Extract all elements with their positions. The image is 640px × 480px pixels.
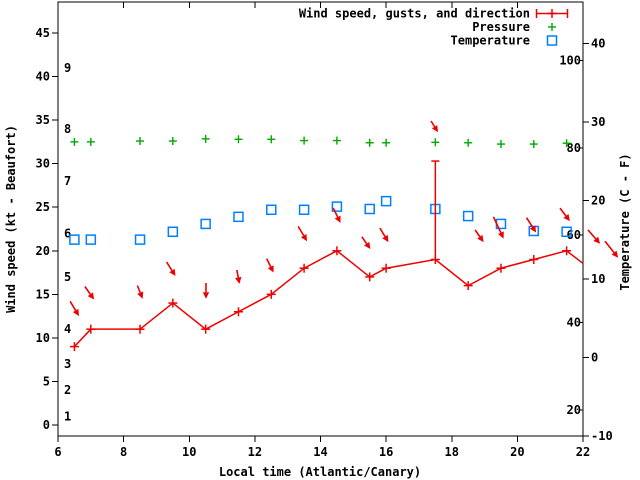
svg-text:40: 40: [567, 316, 581, 330]
svg-text:22: 22: [576, 445, 590, 459]
pressure-series: [70, 134, 571, 149]
svg-text:6: 6: [54, 445, 61, 459]
svg-text:60: 60: [567, 228, 581, 242]
svg-text:35: 35: [36, 113, 50, 127]
svg-text:1: 1: [64, 409, 71, 423]
svg-text:30: 30: [591, 115, 605, 129]
svg-text:14: 14: [313, 445, 327, 459]
wind-direction-arrows: [69, 120, 619, 317]
svg-text:10: 10: [182, 445, 196, 459]
svg-text:10: 10: [36, 331, 50, 345]
axis-frame: 6 8 10 12 14 16 18 20 22051015202530354045403020…: [36, 1, 613, 459]
svg-text:10: 10: [591, 272, 605, 286]
svg-text:0: 0: [591, 350, 598, 364]
svg-text:8: 8: [64, 122, 71, 136]
svg-text:80: 80: [567, 141, 581, 155]
svg-text:20: 20: [36, 244, 50, 258]
svg-text:6: 6: [64, 226, 71, 240]
right-axis-title: Temperature (C - F): [618, 153, 632, 290]
legend-entry-wind: Wind speed, gusts, and direction: [299, 7, 530, 21]
legend-samples: [535, 9, 569, 46]
svg-text:7: 7: [64, 174, 71, 188]
svg-text:12: 12: [248, 445, 262, 459]
svg-text:16: 16: [379, 445, 393, 459]
svg-text:5: 5: [43, 374, 50, 388]
svg-text:18: 18: [445, 445, 459, 459]
legend-entry-temperature: Temperature: [451, 34, 530, 48]
svg-text:9: 9: [64, 61, 71, 75]
svg-text:2: 2: [64, 383, 71, 397]
svg-text:4: 4: [64, 322, 71, 336]
svg-text:-10: -10: [591, 429, 613, 443]
wind-series: [69, 160, 584, 352]
svg-text:100: 100: [559, 54, 581, 68]
left-axis-title: Wind speed (kt - Beaufort): [4, 125, 18, 313]
svg-text:0: 0: [43, 418, 50, 432]
svg-text:25: 25: [36, 200, 50, 214]
svg-text:30: 30: [36, 157, 50, 171]
svg-text:40: 40: [36, 70, 50, 84]
legend-entry-pressure: Pressure: [472, 20, 530, 34]
svg-text:20: 20: [510, 445, 524, 459]
x-axis-title: Local time (Atlantic/Canary): [219, 465, 421, 479]
svg-text:45: 45: [36, 26, 50, 40]
svg-text:3: 3: [64, 357, 71, 371]
svg-text:5: 5: [64, 270, 71, 284]
svg-text:40: 40: [591, 36, 605, 50]
svg-text:8: 8: [120, 445, 127, 459]
svg-text:20: 20: [567, 403, 581, 417]
svg-text:15: 15: [36, 287, 50, 301]
svg-text:20: 20: [591, 193, 605, 207]
